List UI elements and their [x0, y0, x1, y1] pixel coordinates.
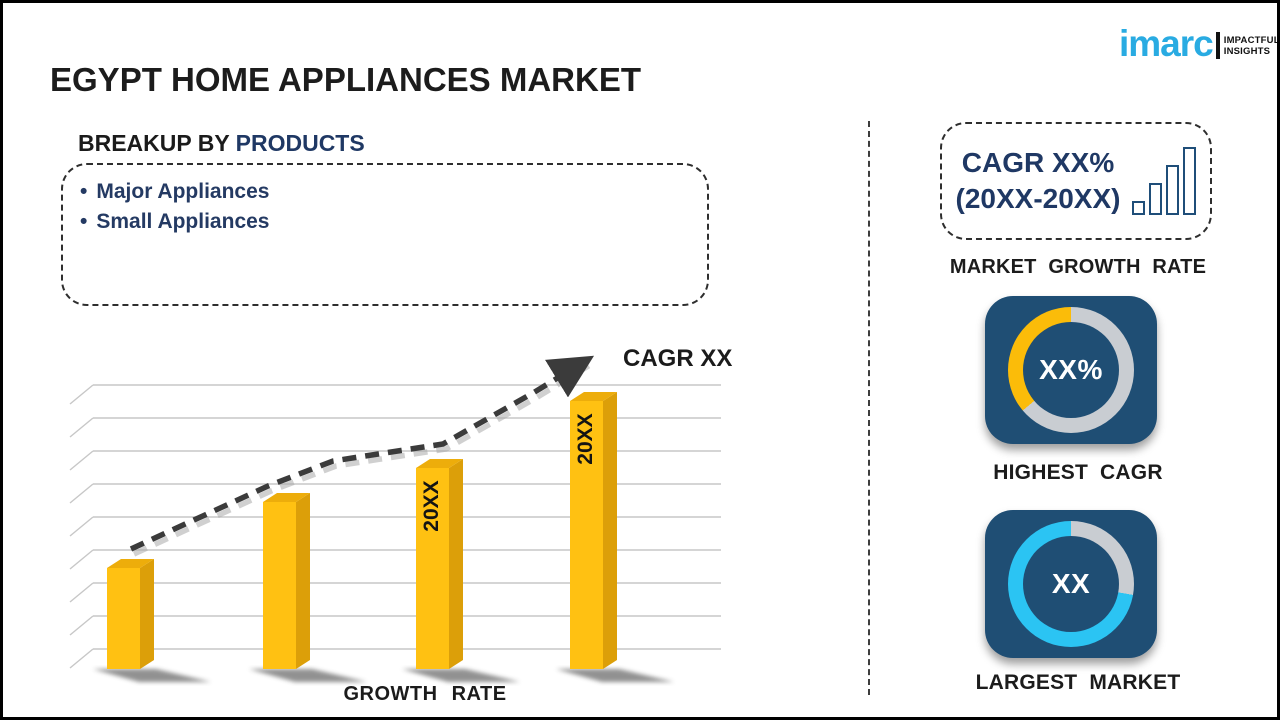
- logo-tagline: IMPACTFUL INSIGHTS: [1223, 34, 1280, 57]
- breakup-products-list: Major Appliances Small Appliances: [80, 177, 269, 237]
- section-divider: [868, 121, 870, 695]
- logo-tagline-line1: IMPACTFUL: [1223, 34, 1280, 46]
- bar-shadows: [93, 669, 674, 682]
- highest-cagr-caption: HIGHEST CAGR: [993, 461, 1163, 484]
- bar-20xx-4: [570, 392, 617, 669]
- market-growth-rate-box: CAGR XX% (20XX-20XX): [940, 122, 1212, 240]
- icon-bar-3: [1166, 165, 1180, 215]
- ascending-bar-chart-icon: [1132, 147, 1197, 215]
- bar-20xx-3: [416, 459, 463, 669]
- bar-year-label-4: 20XX: [574, 413, 597, 464]
- bar-series: [107, 392, 617, 669]
- breakup-heading-prefix: BREAKUP BY: [78, 130, 236, 156]
- bar-20xx-1: [107, 559, 154, 669]
- logo-tagline-line2: INSIGHTS: [1223, 45, 1271, 57]
- chart-x-axis-label: GROWTH RATE: [343, 683, 506, 705]
- highest-cagr-value: XX%: [1039, 354, 1103, 385]
- largest-market-value: XX: [1051, 568, 1091, 599]
- list-item: Major Appliances: [80, 177, 269, 207]
- market-growth-rate-caption: MARKET GROWTH RATE: [949, 256, 1207, 278]
- cagr-value-text: CAGR XX% (20XX-20XX): [956, 145, 1121, 217]
- highest-cagr-donut-chart: XX%: [1008, 307, 1134, 433]
- donut-hole: XX: [1023, 536, 1119, 632]
- list-item: Small Appliances: [80, 207, 269, 237]
- icon-bar-4: [1183, 147, 1197, 215]
- imarc-logo-wordmark: imarc: [1119, 23, 1214, 64]
- largest-market-caption: LARGEST MARKET: [975, 671, 1181, 694]
- cagr-line2: (20XX-20XX): [955, 183, 1121, 214]
- bar-20xx-2: [263, 493, 310, 669]
- breakup-heading-highlight: PRODUCTS: [235, 130, 365, 156]
- breakup-heading: BREAKUP BY PRODUCTS: [78, 130, 365, 157]
- growth-rate-bar-chart: 20XX 20XX CAGR XX% GROWTH RATE: [69, 345, 733, 705]
- logo-divider: [1215, 32, 1220, 59]
- icon-bar-2: [1149, 183, 1163, 215]
- cagr-line1: CAGR XX%: [961, 147, 1115, 178]
- trend-cagr-label: CAGR XX%: [623, 345, 733, 372]
- chart-gridlines: [69, 384, 721, 669]
- breakup-products-box: Major Appliances Small Appliances: [61, 163, 709, 306]
- page-title: EGYPT HOME APPLIANCES MARKET: [50, 61, 641, 98]
- trend-arrow: [129, 355, 595, 557]
- largest-market-card: XX: [985, 510, 1157, 658]
- donut-hole: XX%: [1023, 322, 1119, 418]
- icon-bar-1: [1132, 201, 1146, 215]
- imarc-logo: imarc IMPACTFUL INSIGHTS: [1119, 23, 1280, 64]
- bar-year-label-3: 20XX: [420, 480, 443, 531]
- largest-market-donut-chart: XX: [1008, 521, 1134, 647]
- highest-cagr-card: XX%: [985, 296, 1157, 444]
